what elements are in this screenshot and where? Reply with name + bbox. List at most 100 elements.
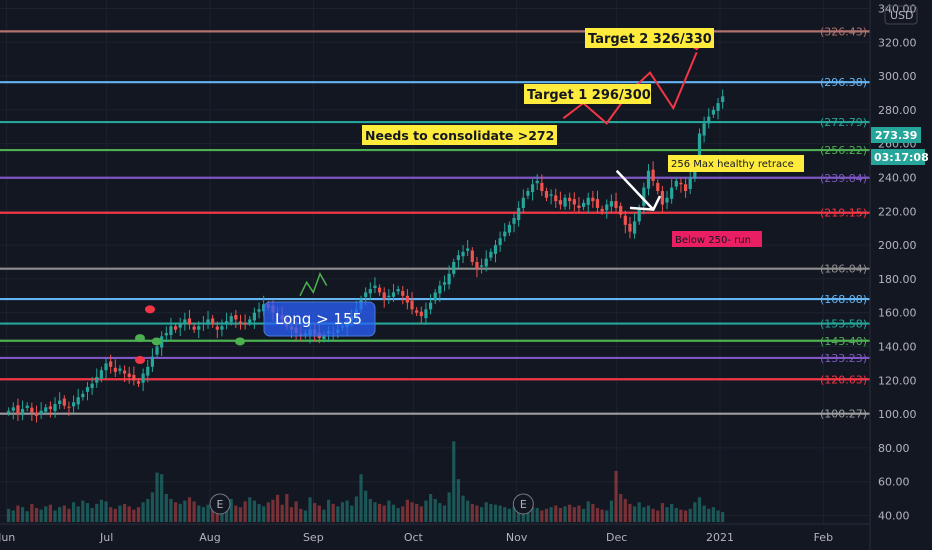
volume-bar: [206, 504, 210, 522]
volume-bar: [563, 506, 567, 522]
candle-body: [683, 184, 688, 192]
candle-body: [679, 182, 683, 185]
candle-body: [526, 191, 530, 196]
volume-bar: [419, 506, 423, 522]
candle-body: [512, 218, 516, 224]
candle-body: [30, 407, 34, 413]
candle-body: [479, 265, 484, 267]
candle-body: [238, 321, 243, 323]
annotation-below250[interactable]: Below 250- run: [672, 231, 762, 247]
volume-bar: [493, 504, 498, 522]
volume-bar: [479, 507, 484, 522]
volume-bar: [183, 500, 187, 522]
candle-body: [81, 393, 85, 398]
candle-body: [484, 258, 488, 267]
candle-body: [67, 406, 71, 408]
volume-bar: [34, 508, 39, 522]
volume-bar: [53, 510, 57, 522]
time-axis[interactable]: Jun Jul Aug Sep Oct Nov Dec 2021 Feb: [0, 523, 870, 544]
candle-body: [206, 319, 210, 324]
volume-bar: [95, 503, 99, 522]
candle-body: [90, 383, 94, 389]
x-tick-label: Nov: [506, 531, 528, 544]
currency-badge[interactable]: USD: [884, 5, 918, 25]
candle-body: [711, 109, 715, 115]
volume-bar: [586, 501, 590, 522]
price-candles: [7, 89, 725, 423]
x-tick-label: 2021: [706, 531, 734, 544]
candle-body: [136, 381, 141, 384]
candle-body: [623, 215, 627, 225]
volume-bar: [262, 506, 266, 522]
candle-body: [7, 410, 11, 413]
volume-bar: [127, 506, 131, 522]
candle-body: [183, 319, 187, 324]
candle-body: [146, 366, 150, 376]
candle-body: [364, 292, 368, 298]
volume-bar: [498, 505, 502, 522]
volume-bar: [568, 504, 572, 522]
currency-label: USD: [890, 9, 914, 22]
candle-body: [489, 251, 493, 258]
candle-body: [76, 397, 80, 405]
candle-body: [11, 407, 15, 411]
volume-bar: [438, 503, 442, 522]
y-tick-label: 180.00: [878, 273, 917, 286]
annotation-target2[interactable]: Target 2 326/330: [585, 28, 714, 48]
candle-body: [438, 285, 442, 294]
annotation-max-retrace[interactable]: 256 Max healthy retrace: [668, 155, 804, 172]
candle-body: [535, 180, 539, 184]
annotation-text: Below 250- run: [675, 235, 751, 246]
candle-body: [540, 182, 544, 192]
volume-bar: [530, 507, 535, 522]
volume-bar: [350, 505, 354, 522]
candle-body: [34, 412, 39, 416]
candle-body: [201, 322, 205, 325]
volume-bar: [674, 508, 678, 522]
volume-bar: [391, 504, 396, 522]
price-axis[interactable]: 40.00 60.00 80.00 100.00 120.00 140.00 160.00 1…: [869, 0, 917, 550]
volume-bar: [11, 510, 15, 522]
volume-bar: [656, 510, 660, 522]
down-arrow-shaft: [615, 169, 655, 211]
signal-marker: [135, 356, 145, 365]
volume-bar: [201, 507, 205, 522]
volume-bar: [623, 498, 627, 522]
annotation-consolidate[interactable]: Needs to consolidate >272: [362, 125, 557, 145]
candle-body: [62, 398, 66, 406]
x-tick-label: Feb: [814, 531, 833, 544]
annotation-long155[interactable]: Long > 155: [263, 301, 376, 337]
volume-bar: [141, 502, 145, 522]
candle-body: [433, 292, 437, 301]
candle-body: [572, 199, 576, 205]
candle-body: [577, 205, 581, 208]
volume-bar: [526, 505, 530, 522]
candle-body: [419, 311, 423, 317]
level-label: (143.40): [820, 335, 867, 348]
volume-bar: [169, 498, 173, 522]
candle-body: [507, 224, 511, 233]
volume-bar: [489, 503, 493, 522]
candle-body: [632, 221, 637, 234]
annotation-target1[interactable]: Target 1 296/300: [524, 84, 651, 104]
candle-body: [122, 370, 127, 374]
candle-body: [224, 321, 229, 325]
volume-bar: [401, 506, 405, 522]
candle-body: [456, 255, 460, 260]
y-tick-label: 220.00: [878, 205, 917, 218]
x-tick-label: Oct: [404, 531, 424, 544]
volume-bar: [456, 479, 460, 522]
last-price-box: [871, 127, 921, 143]
volume-bar: [637, 502, 641, 522]
volume-bar: [71, 502, 76, 522]
volume-bar: [591, 503, 595, 522]
annotation-box: [362, 125, 557, 145]
candle-body: [475, 262, 479, 269]
last-price-badge: 273.39 03:17:08: [871, 127, 929, 165]
level-label: (186.04): [820, 263, 867, 276]
volume-bar: [442, 505, 447, 522]
candle-body: [164, 332, 168, 336]
candle-body: [665, 197, 669, 203]
annotation-text: Target 1 296/300: [527, 88, 651, 103]
